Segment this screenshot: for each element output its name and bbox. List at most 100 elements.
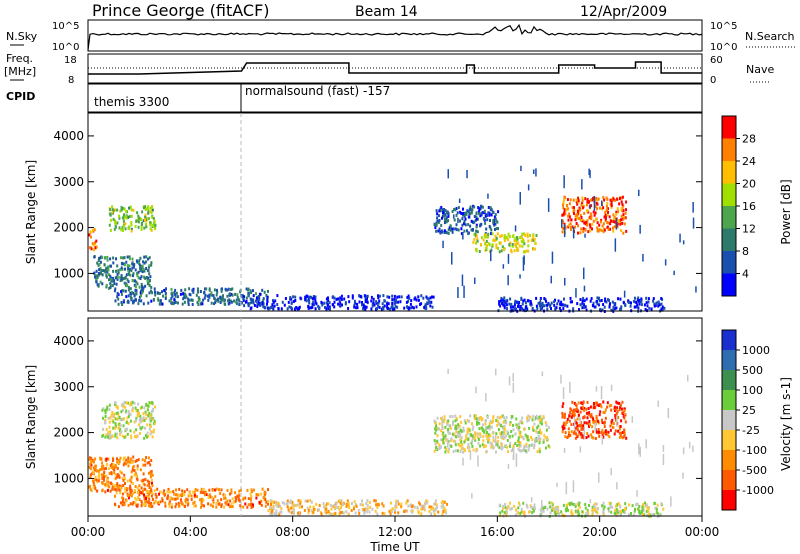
range-cell [598,223,601,227]
range-cell [455,435,458,439]
range-cell [215,502,218,505]
range-cell [510,507,513,511]
range-cell [569,433,571,437]
range-cell [526,419,529,423]
range-cell [444,436,447,440]
range-cell [101,256,104,260]
range-cell [261,487,264,491]
range-cell [502,298,505,302]
range-cell [148,417,151,421]
range-cell [602,222,605,226]
range-cell [480,222,483,226]
range-cell [488,211,491,215]
range-cell [542,439,545,443]
range-cell [127,288,130,292]
range-cell [610,384,613,392]
range-cell [471,434,474,438]
range-cell [245,287,248,291]
range-cell [592,436,595,440]
range-cell [447,214,450,218]
range-cell [563,303,566,307]
range-cell [447,231,450,235]
range-cell [229,288,232,291]
range-cell [417,298,420,302]
range-cell [299,296,302,300]
range-cell [93,255,96,259]
range-cell [119,456,122,460]
range-cell [293,307,296,311]
range-cell [451,432,454,436]
range-cell [531,511,534,515]
range-cell [575,408,578,411]
range-cell [383,512,386,516]
range-cell [250,488,253,492]
range-cell [265,293,268,297]
range-cell [91,479,94,483]
range-cell [149,425,152,428]
range-cell [490,213,493,217]
range-cell [655,302,658,306]
range-cell [173,301,175,305]
range-cell [142,463,145,467]
range-cell [94,475,97,479]
range-cell [215,487,218,491]
range-cell [228,292,231,296]
range-cell [464,438,467,442]
range-cell [127,268,130,272]
range-cell [281,501,284,505]
range-cell [152,409,154,413]
range-cell [128,215,131,219]
range-cell [436,216,439,220]
range-cell [125,260,128,264]
range-cell [453,214,455,219]
range-cell [607,210,609,214]
range-cell [596,403,599,407]
range-cell [520,298,523,301]
range-cell [503,428,506,432]
range-cell [457,228,460,232]
range-cell [106,463,109,466]
range-cell [226,294,229,298]
range-cell [152,216,155,220]
range-cell [110,284,112,288]
range-cell [149,470,152,474]
range-cell [584,228,587,232]
range-cell [617,510,620,514]
range-cell [114,494,116,498]
range-cell [476,230,479,234]
range-cell [134,496,137,500]
range-cell [618,401,621,405]
range-cell [560,510,563,514]
range-cell [365,502,368,505]
range-cell [353,305,356,309]
range-cell [461,223,464,227]
range-cell [608,298,610,302]
range-cell [153,421,156,425]
range-cell [521,416,524,420]
range-cell [455,417,458,420]
range-cell [283,502,286,506]
range-cell [468,449,471,453]
range-cell [496,423,499,427]
range-cell [143,419,146,422]
range-cell [153,489,156,493]
range-cell [563,195,566,199]
range-cell [220,287,223,291]
range-cell [591,505,594,509]
range-cell [504,444,507,447]
range-cell [638,509,641,513]
range-cell [209,495,212,499]
range-cell [256,305,259,308]
range-cell [123,461,126,465]
range-cell [326,304,329,308]
range-cell [591,512,594,516]
range-cell [125,409,128,413]
range-cell [136,464,139,468]
range-cell [252,298,254,302]
range-cell [148,283,151,287]
range-cell [439,207,442,211]
range-cell [503,304,506,308]
range-cell [461,443,464,447]
range-cell [164,297,167,300]
